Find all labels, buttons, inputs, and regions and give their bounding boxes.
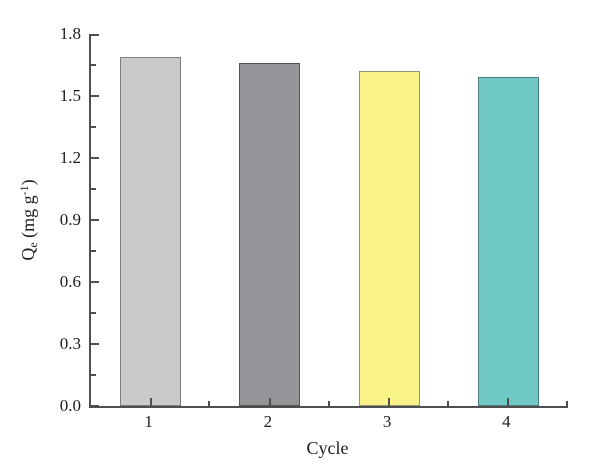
y-major-tick (91, 281, 99, 283)
y-tick-label: 1.5 (59, 86, 81, 105)
y-major-tick (91, 343, 99, 345)
bar-cycle-1 (120, 56, 182, 406)
x-major-tick (149, 398, 152, 406)
x-tick-label: 2 (263, 412, 273, 431)
y-tick-label: 0.6 (59, 272, 81, 291)
y-axis-title-subscript: e (26, 242, 40, 248)
y-major-tick (91, 405, 99, 407)
x-axis-title: Cycle (306, 438, 349, 458)
x-minor-tick (566, 401, 568, 406)
y-tick-label: 0.3 (59, 334, 81, 353)
plot-area (89, 34, 568, 408)
x-major-tick (268, 398, 271, 406)
y-minor-tick (91, 250, 96, 252)
y-minor-tick (91, 312, 96, 314)
y-tick-label: 1.2 (59, 148, 81, 167)
x-tick-label: 4 (502, 412, 511, 431)
y-major-tick (91, 95, 99, 97)
y-axis-title-superscript: -1 (17, 185, 31, 196)
x-major-tick (388, 398, 391, 406)
x-major-tick (507, 398, 510, 406)
y-major-tick (91, 157, 99, 159)
y-minor-tick (91, 126, 96, 128)
y-minor-tick (91, 188, 96, 190)
y-axis-title-base: Q (18, 247, 38, 261)
y-axis-title-end: ) (18, 179, 38, 186)
x-tick-label: 1 (144, 412, 153, 431)
y-tick-label: 0.9 (59, 210, 81, 229)
y-tick-label: 1.8 (59, 24, 81, 43)
y-minor-tick (91, 374, 96, 376)
y-tick-label: 0.0 (59, 396, 81, 415)
x-minor-tick (208, 401, 211, 406)
x-minor-tick (327, 401, 330, 406)
y-major-tick (91, 34, 99, 36)
bar-cycle-3 (358, 71, 420, 406)
y-axis-title: Qe (mg g-1) (12, 70, 40, 370)
x-minor-tick (446, 401, 449, 406)
bar-cycle-4 (477, 77, 539, 406)
y-major-tick (91, 219, 99, 221)
y-minor-tick (91, 64, 96, 66)
bar-cycle-2 (239, 62, 301, 406)
x-tick-label: 3 (382, 412, 392, 431)
